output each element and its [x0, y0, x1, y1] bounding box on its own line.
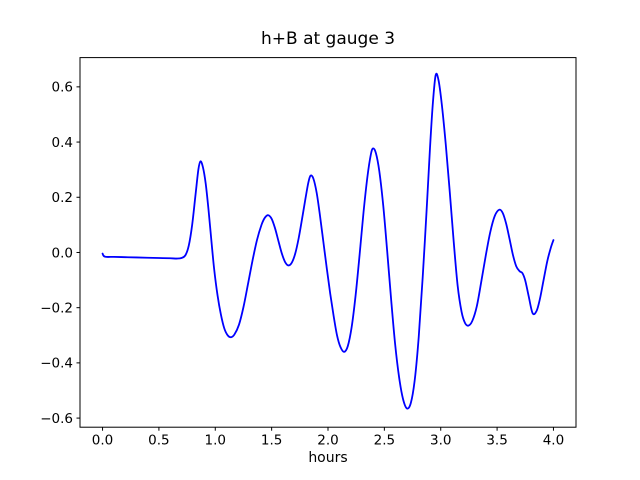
y-tick-label: 0.4	[52, 135, 73, 151]
y-tick-label: 0.0	[52, 245, 73, 261]
x-tick-label: 2.5	[374, 433, 395, 449]
y-tick-label: −0.2	[40, 300, 73, 316]
x-tick-label: 1.0	[205, 433, 226, 449]
x-tick-label: 3.0	[430, 433, 451, 449]
x-tick-label: 1.5	[261, 433, 282, 449]
series-line	[101, 72, 555, 410]
y-tick-label: −0.4	[40, 356, 73, 372]
x-tick-label: 0.0	[92, 433, 113, 449]
x-axis-label: hours	[308, 450, 348, 466]
y-tick-label: −0.6	[40, 411, 73, 427]
x-tick-label: 3.5	[486, 433, 507, 449]
y-tick-label: 0.2	[52, 190, 73, 206]
x-tick-label: 0.5	[148, 433, 169, 449]
axes-frame	[79, 57, 577, 428]
chart-title: h+B at gauge 3	[260, 29, 396, 49]
x-tick-label: 2.0	[317, 433, 338, 449]
x-tick-label: 4.0	[543, 433, 564, 449]
y-tick-label: 0.6	[52, 80, 73, 96]
